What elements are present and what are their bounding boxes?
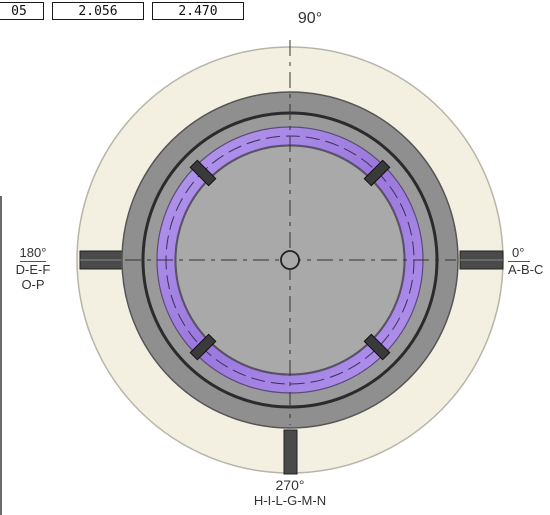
label-90: 90° [297,10,323,27]
label-270-angle: 270° [275,477,305,493]
center-hole [280,250,300,270]
label-0-angle: 0° [508,245,531,262]
left-margin-rule [0,196,2,515]
label-180-group: 180° D-E-F O-P [6,244,60,292]
bolt-top-left [189,159,217,187]
label-180-angle: 180° [19,245,47,262]
label-270-letters: H-I-L-G-M-N [253,493,327,508]
header-cell-1: 05 [0,2,44,20]
label-180-letters-1: D-E-F [15,262,51,277]
label-180-letters-2: O-P [21,277,45,292]
label-0-letters: A-B-C [508,262,544,277]
label-0-group: 0° A-B-C [508,244,543,277]
bolt-bottom-right [363,333,391,361]
header-cell-2: 2.056 [52,2,144,20]
bolt-top-right [363,159,391,187]
stub-bottom [283,429,298,475]
label-270-group: 270° H-I-L-G-M-N [240,477,340,508]
header-cell-3: 2.470 [152,2,244,20]
bolt-bottom-left [189,333,217,361]
